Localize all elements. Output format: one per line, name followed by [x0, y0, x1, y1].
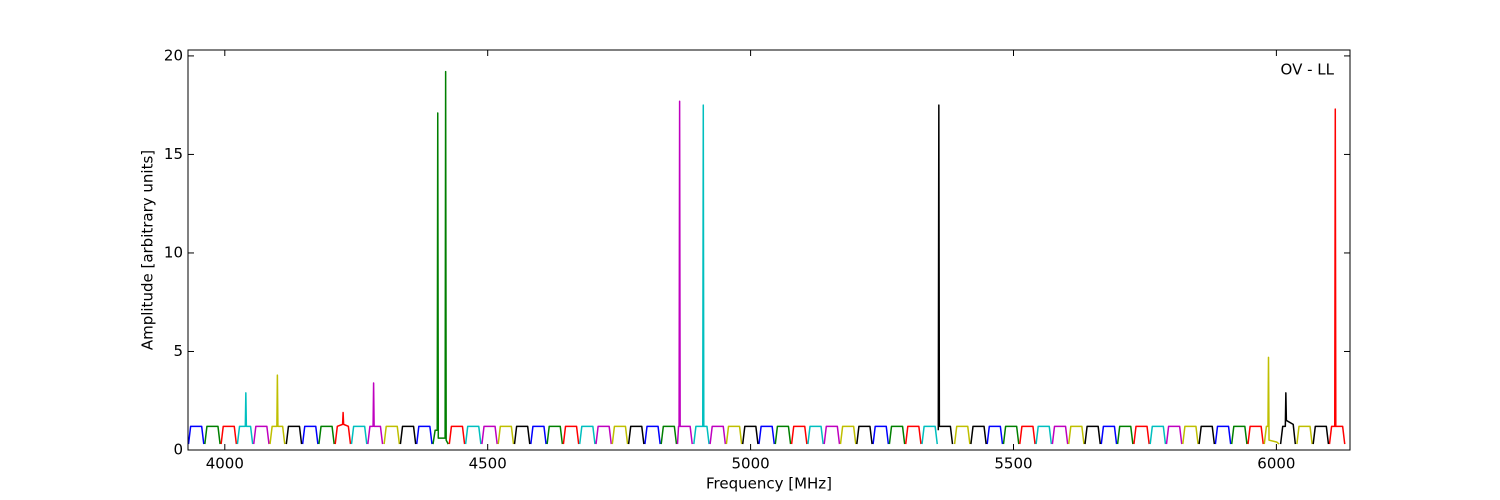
spectrum-line [220, 108, 1346, 445]
spectrum-line [236, 104, 1167, 445]
x-tick-label: 4000 [206, 455, 244, 473]
y-tick-label: 5 [173, 342, 183, 360]
y-tick-label: 0 [173, 441, 183, 459]
annotation: OV - LL [1281, 61, 1335, 79]
spectrum-line [269, 356, 1313, 445]
x-tick-label: 6000 [1257, 455, 1295, 473]
x-axis-label: Frequency [MHz] [706, 475, 832, 493]
spectrum-line [188, 425, 1232, 445]
x-tick-label: 5500 [994, 455, 1032, 473]
y-tick-label: 15 [164, 145, 183, 163]
spectrum-line [252, 100, 1183, 445]
y-axis-label: Amplitude [arbitrary units] [139, 150, 157, 350]
x-tick-label: 5000 [732, 455, 770, 473]
y-tick-label: 20 [164, 46, 183, 64]
spectrum-line [204, 70, 1248, 445]
spectrum-line [285, 104, 1330, 445]
plot-marks [188, 70, 1346, 445]
x-tick-label: 4500 [469, 455, 507, 473]
plot-frame [187, 49, 1351, 451]
y-tick-label: 10 [164, 243, 183, 261]
plot-area [188, 50, 1350, 450]
